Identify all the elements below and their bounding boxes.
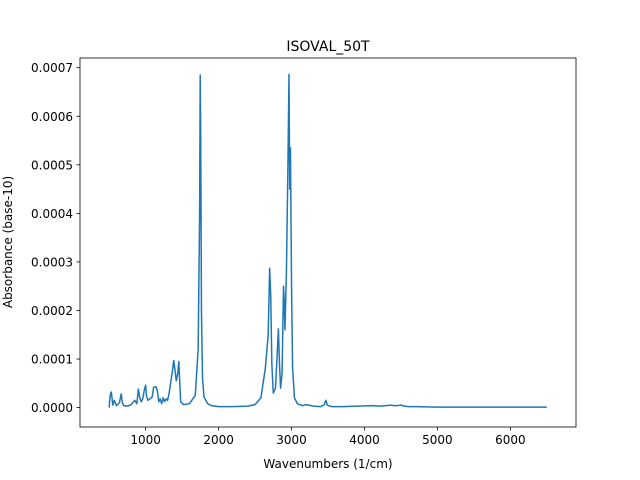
- x-tick-label: 6000: [495, 433, 526, 447]
- x-axis: 1000 2000 3000 4000 5000 6000: [130, 427, 526, 447]
- y-tick-label: 0.0004: [31, 207, 73, 221]
- series-line: [108, 73, 547, 408]
- y-tick-label: 0.0003: [31, 255, 73, 269]
- y-axis: 0.0000 0.0001 0.0002 0.0003 0.0004 0.0005 0.00…: [31, 61, 80, 415]
- y-axis-title: Absorbance (base-10): [1, 176, 15, 308]
- x-axis-title: Wavenumbers (1/cm): [263, 457, 392, 471]
- y-tick-label: 0.0005: [31, 158, 73, 172]
- x-tick-label: 3000: [276, 433, 307, 447]
- y-tick-label: 0.0007: [31, 61, 73, 75]
- x-tick-label: 1000: [130, 433, 161, 447]
- y-tick-label: 0.0000: [31, 401, 73, 415]
- x-tick-label: 2000: [203, 433, 234, 447]
- chart-title: ISOVAL_50T: [286, 39, 370, 55]
- y-tick-label: 0.0006: [31, 110, 73, 124]
- x-tick-label: 5000: [422, 433, 453, 447]
- y-tick-label: 0.0002: [31, 304, 73, 318]
- plot-area: [108, 73, 547, 408]
- axes-frame: [79, 57, 577, 428]
- y-tick-label: 0.0001: [31, 353, 73, 367]
- x-tick-label: 4000: [349, 433, 380, 447]
